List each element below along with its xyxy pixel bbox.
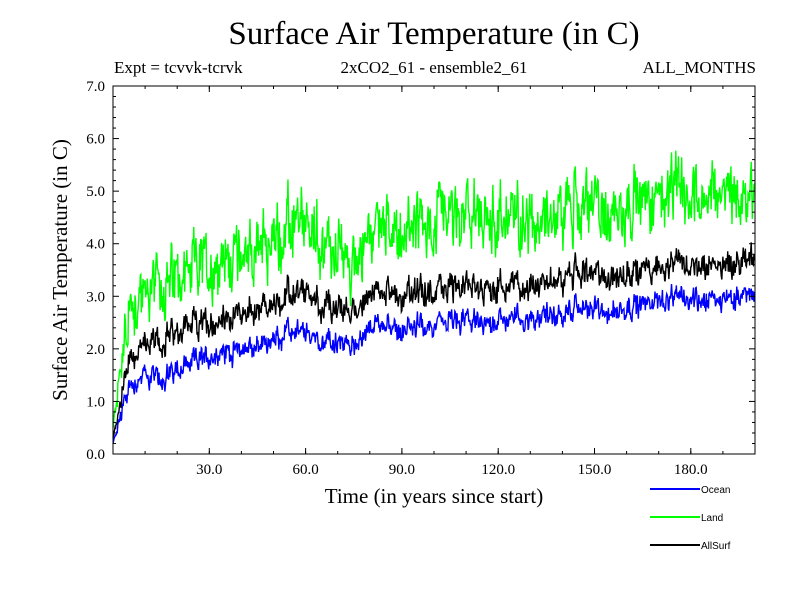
legend-label: Ocean <box>701 485 730 496</box>
x-tick-label: 180.0 <box>674 462 708 478</box>
y-tick: 5.0 <box>86 184 755 200</box>
series-line-land <box>112 150 756 428</box>
y-tick: 7.0 <box>86 79 755 95</box>
legend: Ocean Land AllSurf <box>650 485 731 552</box>
y-tick-label: 0.0 <box>86 447 105 463</box>
x-axis-label: Time (in years since start) <box>325 484 544 508</box>
y-tick-label: 7.0 <box>86 79 105 95</box>
legend-item-ocean: Ocean <box>650 485 730 496</box>
months-label: ALL_MONTHS <box>642 58 756 77</box>
y-tick-label: 4.0 <box>86 237 105 253</box>
y-tick: 4.0 <box>86 237 755 253</box>
x-tick-label: 90.0 <box>389 462 415 478</box>
x-tick-label: 30.0 <box>196 462 222 478</box>
y-axis: 0.0 1.0 2.0 3.0 4.0 5.0 6.0 7.0 <box>86 79 755 463</box>
y-tick: 0.0 <box>86 447 755 463</box>
ensemble-label: 2xCO2_61 - ensemble2_61 <box>340 58 528 77</box>
x-tick: 90.0 <box>389 86 415 478</box>
x-tick: 180.0 <box>674 86 708 478</box>
x-tick-label: 150.0 <box>578 462 612 478</box>
series-line-allsurf <box>112 242 756 439</box>
y-tick-label: 3.0 <box>86 289 105 305</box>
y-tick: 6.0 <box>86 132 755 148</box>
plot-frame <box>112 85 756 455</box>
series-layer <box>112 150 756 444</box>
y-tick: 1.0 <box>86 394 755 410</box>
y-tick-label: 1.0 <box>86 394 105 410</box>
y-tick-label: 6.0 <box>86 132 105 148</box>
y-axis-label: Surface Air Temperature (in C) <box>48 139 72 401</box>
x-tick: 60.0 <box>292 86 319 478</box>
x-axis: 30.0 60.0 90.0 120.0 150.0 180.0 <box>144 86 724 478</box>
x-tick-label: 60.0 <box>292 462 318 478</box>
y-tick: 3.0 <box>86 289 755 305</box>
y-tick-label: 5.0 <box>86 184 105 200</box>
legend-label: AllSurf <box>701 541 731 552</box>
experiment-label: Expt = tcvvk-tcrvk <box>114 58 243 77</box>
chart-title: Surface Air Temperature (in C) <box>228 16 640 52</box>
legend-item-land: Land <box>650 513 723 524</box>
series-line-ocean <box>112 284 756 444</box>
y-tick: 2.0 <box>86 342 755 358</box>
x-tick-label: 120.0 <box>481 462 515 478</box>
legend-label: Land <box>701 513 723 524</box>
y-tick-label: 2.0 <box>86 342 105 358</box>
legend-item-allsurf: AllSurf <box>650 541 731 552</box>
